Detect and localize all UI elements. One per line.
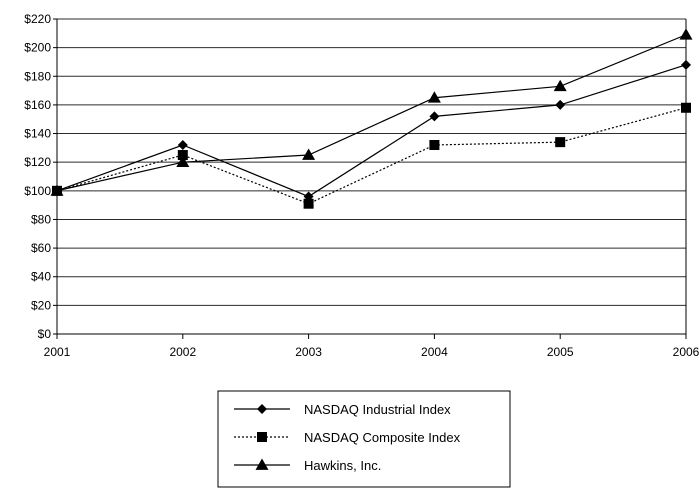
series-line: [56, 64, 687, 198]
series-lines: [50, 28, 693, 209]
legend-item: NASDAQ Industrial Index: [234, 402, 451, 417]
data-point-marker: [679, 28, 693, 40]
x-tick-label: 2003: [295, 345, 322, 359]
y-tick-label: $200: [24, 41, 51, 55]
triangle-icon: [255, 458, 269, 470]
y-tick-label: $160: [24, 98, 51, 112]
y-tick-label: $220: [24, 12, 51, 26]
data-point-marker: [429, 111, 440, 122]
y-tick-labels: $0 $20 $40 $60 $80 $100 $120 $140 $160 $180 $200 $2…: [24, 12, 51, 341]
data-point-marker: [303, 198, 314, 209]
data-point-marker: [429, 140, 440, 150]
data-point-marker: [176, 155, 190, 168]
data-point-marker: [553, 79, 567, 92]
x-tick-label: 2004: [421, 345, 448, 359]
square-icon: [257, 432, 267, 442]
data-point-marker: [427, 91, 441, 103]
legend-item: Hawkins, Inc.: [234, 458, 381, 473]
x-tick-label: 2002: [169, 345, 196, 359]
y-tick-label: $40: [31, 270, 51, 284]
legend-item: NASDAQ Composite Index: [234, 430, 461, 445]
x-tick-labels: 2001 2002 2003 2004 2005 2006: [44, 345, 699, 359]
data-point-marker: [555, 137, 566, 148]
y-tick-label: $60: [31, 241, 51, 255]
y-tick-label: $180: [24, 69, 51, 83]
x-tick-label: 2006: [673, 345, 699, 359]
data-point-marker: [177, 150, 188, 161]
legend-label: NASDAQ Industrial Index: [304, 402, 451, 417]
series-2: [52, 102, 691, 209]
data-point-marker: [681, 59, 691, 70]
series-3: [50, 28, 693, 196]
data-point-marker: [50, 184, 64, 196]
x-tick-label: 2005: [547, 345, 574, 359]
legend: NASDAQ Industrial Index NASDAQ Composite …: [217, 390, 511, 488]
axes: [53, 18, 687, 339]
data-point-marker: [555, 99, 566, 110]
series-1: [52, 59, 691, 202]
x-tick-label: 2001: [44, 345, 71, 359]
y-tick-label: $20: [31, 298, 51, 312]
y-tick-label: $80: [31, 212, 51, 226]
data-point-marker: [681, 102, 691, 113]
y-tick-label: $100: [24, 184, 51, 198]
grid-lines: [57, 18, 686, 306]
legend-label: NASDAQ Composite Index: [304, 430, 461, 445]
data-point-marker: [177, 140, 188, 150]
diamond-icon: [257, 404, 267, 414]
legend-label: Hawkins, Inc.: [304, 458, 381, 473]
y-tick-label: $140: [24, 127, 51, 141]
data-point-marker: [302, 148, 316, 160]
y-tick-label: $0: [38, 327, 52, 341]
series-line: [56, 34, 687, 192]
series-line: [56, 107, 687, 205]
y-tick-label: $120: [24, 155, 51, 169]
